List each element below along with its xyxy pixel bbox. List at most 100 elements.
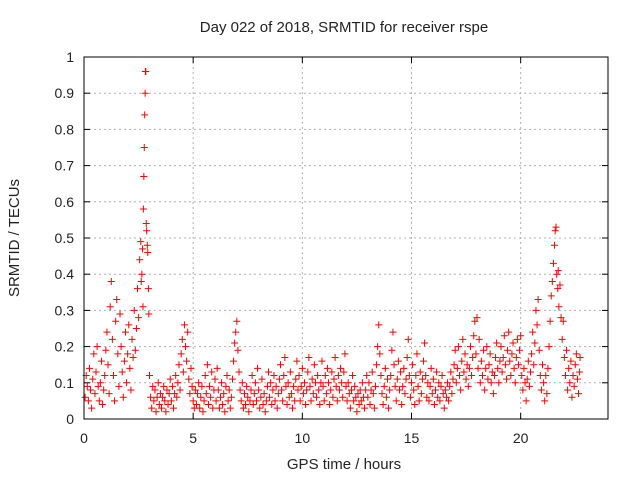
data-point [504, 346, 512, 354]
data-point [140, 144, 148, 151]
data-point [558, 335, 566, 343]
data-point [326, 401, 334, 409]
data-point [358, 379, 366, 387]
data-point [87, 386, 95, 394]
data-point [166, 375, 174, 383]
data-point [342, 382, 350, 390]
data-point [307, 397, 315, 405]
data-point [146, 372, 153, 380]
data-point [363, 372, 371, 380]
data-point [302, 401, 310, 409]
data-point [81, 393, 89, 401]
data-point [435, 379, 443, 387]
data-point [263, 382, 271, 390]
data-point [563, 346, 571, 354]
data-point [510, 364, 518, 372]
data-point [283, 401, 291, 409]
data-point [139, 303, 147, 311]
data-point [490, 372, 498, 380]
data-point [528, 350, 536, 358]
data-point [529, 328, 537, 336]
data-point [257, 393, 265, 401]
data-point [268, 401, 276, 409]
data-point [95, 397, 103, 405]
data-point [224, 397, 232, 405]
data-point [328, 368, 336, 376]
data-point [493, 339, 501, 347]
data-point [93, 343, 101, 351]
data-point [355, 401, 363, 409]
data-point [149, 382, 157, 390]
data-point [568, 393, 576, 401]
data-point [104, 361, 112, 369]
data-point [422, 372, 430, 380]
data-point [271, 397, 279, 405]
data-point [541, 397, 549, 405]
data-point [235, 368, 243, 376]
data-point [457, 386, 465, 394]
data-point [430, 401, 438, 409]
data-point [343, 397, 351, 405]
data-point [315, 386, 323, 394]
data-point [448, 390, 456, 398]
data-point [347, 386, 355, 394]
data-point [461, 350, 469, 358]
data-point [186, 390, 194, 398]
data-point [460, 368, 468, 376]
data-point [272, 382, 280, 390]
data-point [394, 357, 402, 365]
data-point [395, 386, 403, 394]
data-point [438, 372, 446, 380]
data-point [483, 343, 491, 351]
x-tick-label: 10 [295, 430, 311, 446]
data-point [374, 343, 382, 351]
data-point [524, 357, 532, 365]
data-point [380, 382, 388, 390]
data-point [468, 372, 476, 380]
data-point [141, 111, 149, 119]
y-tick-label: 0.7 [55, 158, 75, 174]
data-point [124, 350, 132, 358]
data-point [496, 357, 504, 365]
data-point [115, 382, 123, 390]
data-point [239, 404, 247, 412]
data-point [576, 368, 584, 376]
data-point [236, 386, 244, 394]
y-tick-label: 0.1 [55, 375, 75, 391]
data-point [369, 390, 377, 398]
data-point [133, 285, 141, 293]
data-point [366, 401, 374, 409]
data-point [434, 393, 442, 401]
data-point [522, 397, 530, 405]
data-point [292, 375, 300, 383]
data-point [232, 328, 240, 336]
data-point [516, 346, 524, 354]
data-point [349, 372, 357, 380]
data-point [333, 397, 341, 405]
data-point [449, 375, 457, 383]
data-point [299, 390, 307, 398]
data-point [385, 404, 393, 412]
data-point [485, 361, 493, 369]
x-tick-label: 5 [189, 430, 197, 446]
data-point [492, 353, 500, 361]
data-point [442, 393, 450, 401]
data-point [282, 382, 290, 390]
data-point [565, 364, 573, 372]
data-point [425, 397, 433, 405]
data-point [113, 296, 121, 304]
data-point [109, 372, 117, 380]
data-point [365, 379, 373, 387]
data-point [559, 317, 567, 325]
data-point [84, 397, 92, 405]
data-point [469, 353, 477, 361]
data-point [444, 379, 452, 387]
data-point [572, 350, 580, 358]
data-point [278, 386, 286, 394]
data-point [338, 379, 346, 387]
data-point [470, 332, 478, 340]
data-point [240, 390, 248, 398]
data-point [158, 404, 166, 412]
data-point [160, 382, 168, 390]
data-point [231, 339, 239, 347]
